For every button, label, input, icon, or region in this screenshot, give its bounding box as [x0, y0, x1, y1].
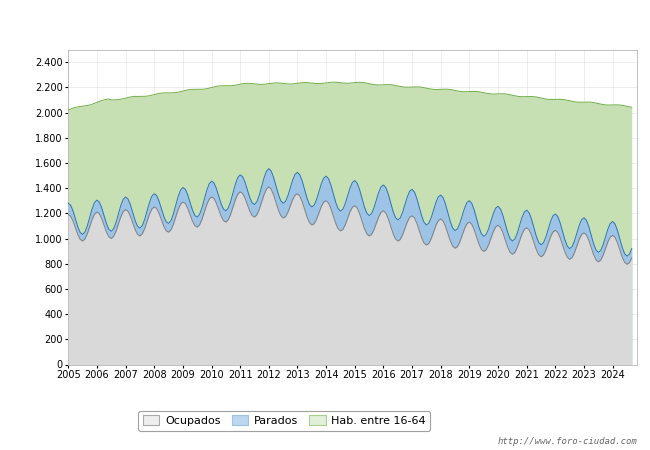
Text: http://www.foro-ciudad.com: http://www.foro-ciudad.com — [497, 436, 637, 446]
Text: Jamilena - Evolucion de la poblacion en edad de Trabajar Septiembre de 2024: Jamilena - Evolucion de la poblacion en … — [66, 14, 584, 27]
Legend: Ocupados, Parados, Hab. entre 16-64: Ocupados, Parados, Hab. entre 16-64 — [138, 411, 430, 431]
